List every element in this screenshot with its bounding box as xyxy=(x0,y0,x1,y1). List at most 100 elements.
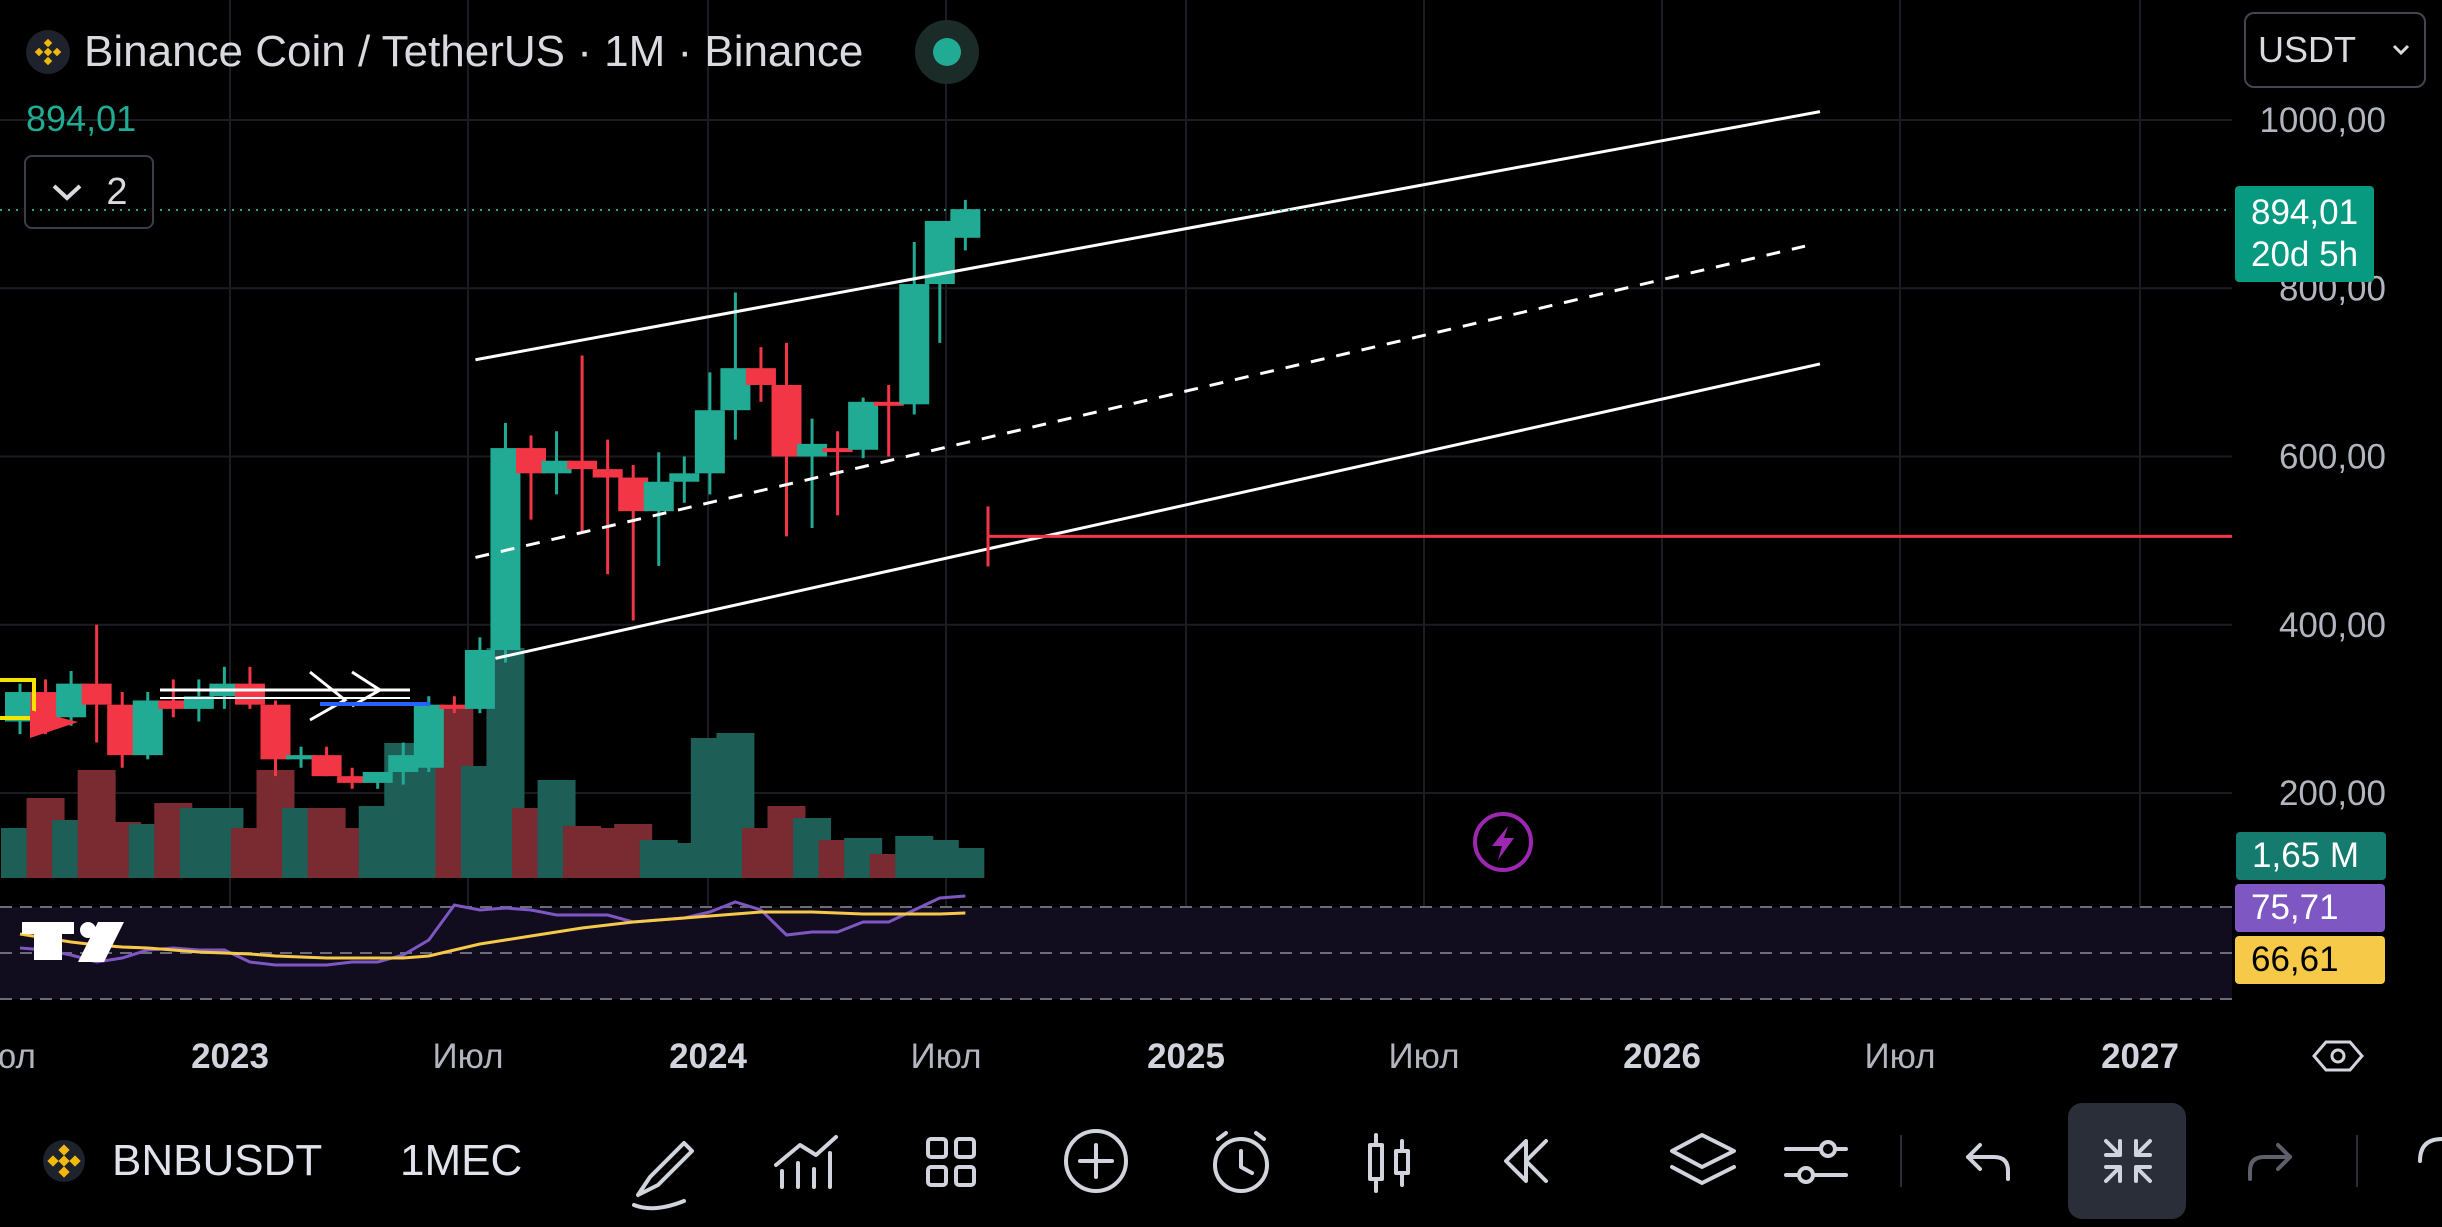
candle xyxy=(592,439,623,575)
time-axis-label: 2026 xyxy=(1623,1037,1701,1076)
candle xyxy=(950,199,981,251)
symbol-title[interactable]: Binance Coin / TetherUS · 1M · Binance xyxy=(84,27,864,76)
candle-body xyxy=(464,649,495,709)
candle-body xyxy=(311,755,342,777)
candle-body xyxy=(771,384,802,457)
last-price: 894,01 xyxy=(26,98,137,139)
time-axis-label: Июл xyxy=(910,1037,981,1076)
alert-clock-icon[interactable] xyxy=(1213,1131,1269,1193)
candle-body xyxy=(541,460,572,474)
candle xyxy=(311,746,342,777)
rsi-band xyxy=(0,907,2232,999)
candle xyxy=(464,637,495,714)
collapse-indicators-button[interactable]: 2 xyxy=(24,155,154,229)
candle xyxy=(209,666,240,709)
interval-button[interactable]: 1МЕС xyxy=(400,1136,523,1185)
candle xyxy=(567,355,598,533)
add-icon[interactable] xyxy=(1064,1129,1128,1193)
more-icon[interactable] xyxy=(2418,1137,2442,1163)
candle xyxy=(618,464,649,621)
redo-icon[interactable] xyxy=(2248,1143,2292,1181)
candle xyxy=(541,431,572,495)
candle-body xyxy=(797,443,828,457)
candle-body xyxy=(950,209,981,238)
undo-icon[interactable] xyxy=(1966,1143,2010,1181)
volume-tag: 1,65 M xyxy=(2236,832,2386,880)
time-axis-label: 2027 xyxy=(2101,1037,2179,1076)
rsi-line xyxy=(19,894,966,967)
candle-countdown: 20d 5h xyxy=(2251,235,2359,274)
toolbar-icons xyxy=(632,1129,2442,1211)
candle-body xyxy=(643,481,674,512)
candle-body xyxy=(362,771,393,783)
rsi-indicator xyxy=(19,894,966,967)
channel-lower-line xyxy=(495,362,1821,660)
symbol-button[interactable]: BNBUSDT xyxy=(112,1136,323,1185)
candle xyxy=(362,771,393,789)
candle xyxy=(694,372,725,495)
candle-body xyxy=(413,704,444,768)
candle-body xyxy=(592,469,623,478)
candle xyxy=(56,671,87,726)
time-axis-label: Июл xyxy=(1388,1037,1459,1076)
candle-body xyxy=(158,700,189,709)
candle xyxy=(899,241,930,415)
candle xyxy=(107,692,138,768)
candle xyxy=(490,422,521,663)
time-axis-label: юл xyxy=(0,1037,36,1076)
candle xyxy=(848,397,879,459)
price-axis-label: 1000,00 xyxy=(2259,101,2386,140)
time-axis-label: 2023 xyxy=(191,1037,269,1076)
bnb-symbol-icon[interactable] xyxy=(34,1095,94,1227)
indicators-icon[interactable] xyxy=(774,1135,838,1189)
candle xyxy=(286,746,317,768)
candle-body xyxy=(260,704,291,760)
time-axis-label: 2025 xyxy=(1147,1037,1225,1076)
candle xyxy=(260,700,291,777)
time-axis-label: 2024 xyxy=(669,1037,747,1076)
draw-tool-icon[interactable] xyxy=(632,1141,694,1211)
candle-body xyxy=(56,683,87,718)
candle-body xyxy=(107,704,138,756)
chevron-down-icon xyxy=(2392,44,2410,56)
candle xyxy=(924,220,955,343)
chart-grid xyxy=(0,0,2232,1000)
old-drawing-arrow xyxy=(351,670,383,708)
layouts-grid-icon[interactable] xyxy=(926,1137,976,1187)
candle xyxy=(669,456,700,503)
candle-body xyxy=(822,448,853,453)
chevron-down-icon xyxy=(53,184,82,201)
bottom-toolbar: BNBUSDT 1МЕС xyxy=(0,1095,2442,1227)
candle-type-icon[interactable] xyxy=(1368,1133,1410,1193)
replay-icon[interactable] xyxy=(1504,1139,1548,1183)
candle xyxy=(797,418,828,529)
candle xyxy=(720,292,751,440)
fullscreen-exit-icon[interactable] xyxy=(2104,1139,2152,1183)
candle-body xyxy=(286,755,317,760)
settings-icon[interactable] xyxy=(2312,1040,2364,1072)
candle-body xyxy=(388,755,419,772)
rsi-bounds xyxy=(0,906,2232,1000)
old-drawing-arrow xyxy=(309,670,348,722)
time-axis-label: Июл xyxy=(1864,1037,1935,1076)
candle xyxy=(439,696,470,714)
candle xyxy=(388,742,419,785)
layers-icon[interactable] xyxy=(1670,1133,1736,1185)
candle-body xyxy=(132,700,163,756)
current-price-value: 894,01 xyxy=(2251,193,2359,232)
candle-body xyxy=(337,776,368,783)
settings-sliders-icon[interactable] xyxy=(1784,1140,1848,1184)
market-status-icon[interactable] xyxy=(915,20,980,84)
candle-body xyxy=(183,696,214,709)
candle-body xyxy=(234,683,265,705)
candle xyxy=(643,452,674,566)
indicator-count: 2 xyxy=(106,170,128,213)
rsi-value-tag: 75,71 xyxy=(2235,884,2385,932)
currency-select[interactable]: USDT xyxy=(2244,12,2426,88)
channel-middle-line xyxy=(475,244,1806,559)
lightning-icon[interactable] xyxy=(1473,812,1533,872)
candle-body xyxy=(873,401,904,406)
time-axis-label: Июл xyxy=(432,1037,503,1076)
tradingview-logo-icon xyxy=(22,922,124,962)
